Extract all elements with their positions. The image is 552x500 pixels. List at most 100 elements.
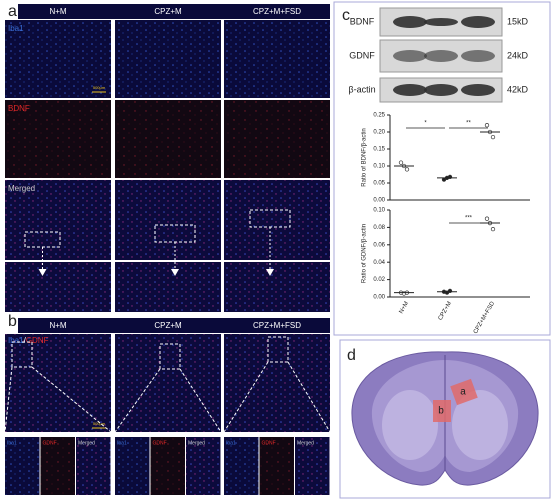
column-header: CPZ+M+FSD — [253, 321, 301, 330]
blot-label: GDNF — [349, 50, 375, 60]
region-box — [433, 400, 451, 422]
micrograph-small — [115, 437, 150, 495]
micrograph-small — [5, 437, 40, 495]
header-bar — [18, 4, 330, 19]
zoom-line — [4, 366, 13, 433]
x-tick-label: CPZ+M — [438, 301, 453, 322]
x-tick-label: CPZ+M+FSD — [473, 300, 497, 335]
micrograph-small — [186, 437, 221, 495]
zoom-line — [223, 361, 269, 433]
micrograph-small — [259, 437, 294, 495]
header-bar — [18, 318, 330, 333]
zoom-line — [179, 368, 222, 433]
column-header: CPZ+M — [154, 321, 182, 330]
micrograph — [224, 100, 330, 178]
column-header: CPZ+M+FSD — [253, 7, 301, 16]
panel-d: d a b — [339, 339, 551, 499]
significance-label: * — [424, 121, 427, 127]
blot-size: 42kD — [507, 84, 529, 94]
stain-label: Iba1/GDNF — [8, 336, 49, 345]
small-label: Iba1 — [7, 440, 17, 446]
row-label: Merged — [8, 184, 35, 193]
micrograph — [115, 100, 221, 178]
y-tick-label: 0.00 — [373, 198, 385, 204]
micrograph — [5, 262, 111, 312]
y-tick-label: 0.10 — [373, 164, 385, 170]
row-label: BDNF — [8, 104, 30, 113]
significance-label: ** — [466, 121, 471, 127]
micrograph — [115, 334, 221, 432]
micrograph — [5, 334, 111, 432]
micrograph-small — [295, 437, 330, 495]
y-axis-label: Ratio of GDNF/β-actin — [362, 224, 368, 283]
micrograph — [224, 20, 330, 98]
stain-part: Iba1 — [8, 336, 24, 345]
scale-bar-label: 500μm — [93, 421, 106, 426]
row-label: Iba1 — [8, 24, 24, 33]
small-label: GDNF — [43, 440, 57, 446]
stain-part: / — [24, 336, 27, 345]
column-header: N+M — [49, 7, 66, 16]
small-label: GDNF — [153, 440, 167, 446]
panel-label: a — [8, 3, 17, 20]
panel-border — [339, 339, 551, 499]
band — [393, 50, 427, 62]
data-point — [490, 134, 496, 140]
column-header: CPZ+M — [154, 7, 182, 16]
y-tick-label: 0.00 — [373, 295, 385, 301]
zoom-box — [267, 336, 289, 363]
micrograph-small — [76, 437, 111, 495]
band — [461, 84, 495, 96]
micrograph — [224, 334, 330, 432]
significance-label: *** — [465, 216, 473, 222]
panel-label: b — [8, 313, 17, 330]
band — [424, 84, 458, 96]
band — [424, 50, 458, 62]
region-label: a — [460, 387, 466, 398]
stain-part: GDNF — [26, 336, 49, 345]
data-point — [490, 226, 496, 232]
data-point — [398, 160, 404, 165]
micrograph — [5, 100, 111, 178]
panel-c: c BDNF 15kD GDNF 24kD β-actin 42kD 0.00 0.05 0.10… — [333, 1, 551, 336]
micrograph — [115, 20, 221, 98]
data-point — [404, 167, 410, 172]
band — [393, 16, 427, 28]
plot: 0.00 0.02 0.04 0.06 0.08 0.10 Ratio of GDNF/β-… — [362, 208, 530, 335]
zoom-line — [287, 361, 331, 433]
zoom-line — [31, 366, 112, 433]
micrograph — [115, 262, 221, 312]
y-tick-label: 0.06 — [373, 242, 385, 248]
panel-label: c — [342, 7, 350, 24]
data-point — [484, 123, 490, 128]
y-tick-label: 0.25 — [373, 113, 385, 119]
y-tick-label: 0.02 — [373, 277, 385, 283]
data-point — [484, 216, 490, 221]
band — [461, 50, 495, 62]
blot-label: β-actin — [348, 84, 375, 94]
small-label: Merged — [188, 440, 205, 446]
y-tick-label: 0.20 — [373, 130, 385, 136]
blot-size: 24kD — [507, 50, 529, 60]
small-label: Iba1 — [226, 440, 236, 446]
small-label: GDNF — [262, 440, 276, 446]
scale-bar-label: 500μm — [93, 85, 106, 90]
micrograph-small — [40, 437, 75, 495]
zoom-box — [159, 343, 181, 370]
plot: 0.00 0.05 0.10 0.15 0.20 0.25 Ratio of BDNF/β-… — [362, 113, 530, 204]
small-label: Merged — [297, 440, 314, 446]
y-tick-label: 0.04 — [373, 260, 385, 266]
micrograph — [5, 20, 111, 98]
x-tick-label: N+M — [398, 301, 410, 315]
band — [424, 18, 458, 26]
arrow-head — [266, 269, 274, 276]
panel-label: d — [347, 347, 356, 364]
y-axis-label: Ratio of BDNF/β-actin — [362, 128, 368, 186]
zoom-line — [114, 368, 161, 433]
small-label: Iba1 — [117, 440, 127, 446]
brain-region — [452, 390, 508, 460]
